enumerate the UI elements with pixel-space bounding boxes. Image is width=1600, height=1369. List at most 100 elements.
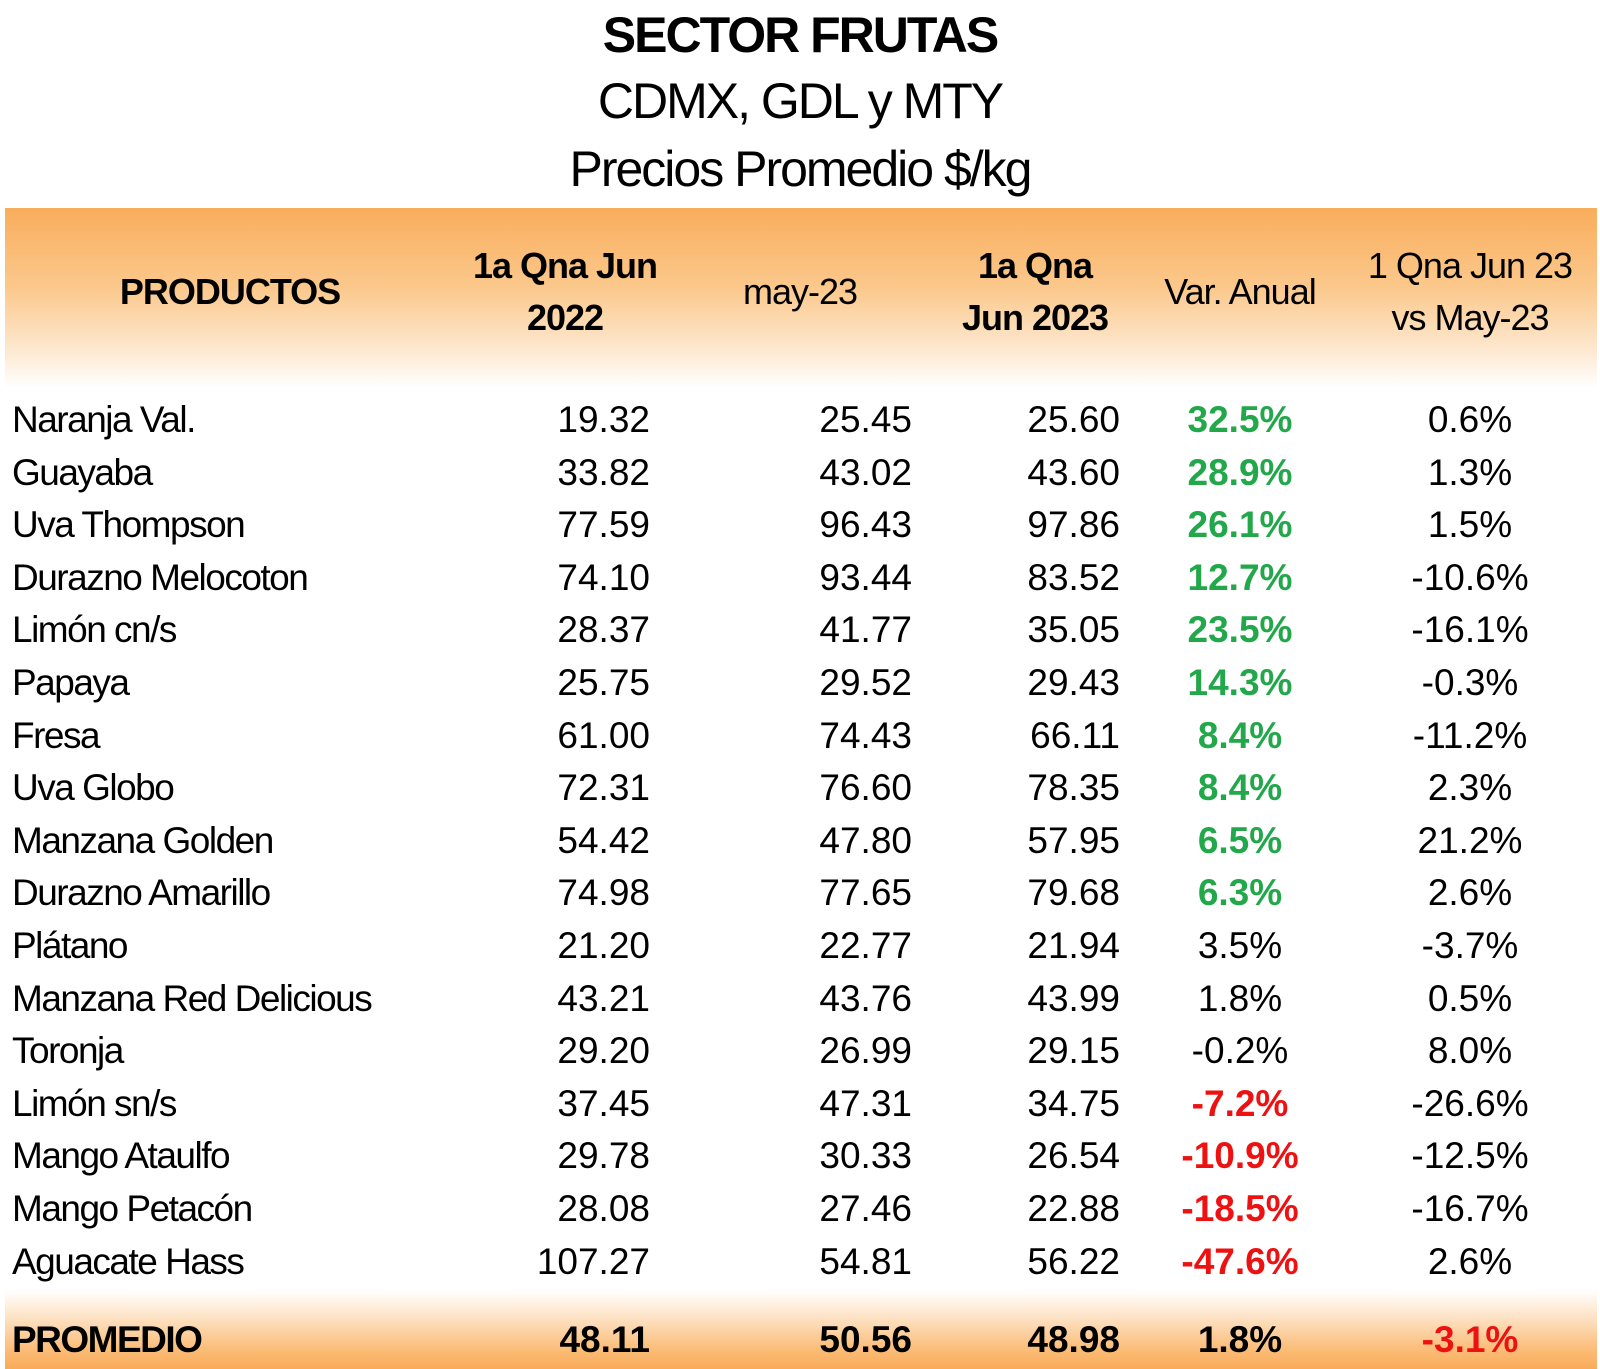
value-vs-may: 0.6% bbox=[1427, 399, 1513, 440]
value-qna-jun-2023: 66.11 bbox=[1030, 714, 1120, 756]
value-var-anual: 14.3% bbox=[1187, 662, 1293, 703]
product-name: Mango Ataulfo bbox=[12, 1135, 231, 1177]
value-qna-jun-2022: 21.20 bbox=[557, 925, 650, 966]
value-qna-jun-2023: 29.43 bbox=[1027, 662, 1120, 703]
subtitle-units: Precios Promedio $/kg bbox=[569, 141, 1032, 197]
promedio-label: PROMEDIO bbox=[12, 1319, 203, 1360]
value-qna-jun-2022: 54.42 bbox=[557, 819, 650, 861]
table-row: Manzana Red Delicious 43.21 43.76 43.99 1.8%… bbox=[0, 973, 1600, 1025]
value-qna-jun-2023: 21.94 bbox=[1027, 925, 1120, 966]
table-row: Durazno Melocoton 74.10 93.44 83.52 12.7% -10… bbox=[0, 552, 1600, 604]
header-may-23: may-23 bbox=[742, 271, 858, 312]
value-qna-jun-2023: 35.05 bbox=[1027, 609, 1120, 651]
subtitle-cities: CDMX, GDL y MTY bbox=[597, 73, 1004, 129]
table-row: Mango Petacón 28.08 27.46 22.88 -18.5% -16.7% bbox=[0, 1183, 1600, 1235]
value-var-anual: -0.2% bbox=[1191, 1030, 1289, 1072]
table-row: Fresa 61.00 74.43 66.11 8.4% -11.2% bbox=[0, 710, 1600, 762]
value-vs-may: -3.7% bbox=[1421, 925, 1519, 966]
table-row: Plátano 21.20 22.77 21.94 3.5% -3.7% bbox=[0, 920, 1600, 972]
value-vs-may: 2.3% bbox=[1427, 767, 1513, 809]
header-vs-may-line2: vs May-23 bbox=[1391, 297, 1549, 338]
value-vs-may: 21.2% bbox=[1417, 819, 1523, 861]
value-vs-may: 2.6% bbox=[1427, 1240, 1513, 1282]
product-name: Naranja Val. bbox=[12, 399, 196, 440]
value-qna-jun-2023: 57.95 bbox=[1027, 819, 1120, 861]
value-qna-jun-2022: 28.08 bbox=[557, 1188, 650, 1229]
value-may-23: 29.52 bbox=[819, 662, 912, 703]
header-vs-may: 1 Qna Jun 23 vs May-23 bbox=[1340, 240, 1600, 344]
value-qna-jun-2023: 83.52 bbox=[1027, 556, 1120, 598]
product-name: Papaya bbox=[12, 662, 130, 703]
product-name: Mango Petacón bbox=[12, 1188, 253, 1229]
table-footer bbox=[5, 1290, 1597, 1369]
product-name: Guayaba bbox=[12, 451, 153, 493]
header-qna-jun-2023-line1: 1a Qna bbox=[977, 245, 1093, 286]
value-may-23: 25.45 bbox=[819, 399, 912, 440]
value-may-23: 27.46 bbox=[819, 1188, 912, 1229]
table-row: Mango Ataulfo 29.78 30.33 26.54 -10.9% -12.5% bbox=[0, 1130, 1600, 1182]
value-may-23: 30.33 bbox=[819, 1135, 912, 1177]
value-vs-may: -12.5% bbox=[1411, 1135, 1529, 1177]
value-qna-jun-2023: 26.54 bbox=[1027, 1135, 1120, 1177]
value-may-23: 43.02 bbox=[819, 451, 912, 493]
product-name: Uva Globo bbox=[12, 767, 175, 809]
value-may-23: 54.81 bbox=[819, 1240, 912, 1282]
value-qna-jun-2022: 37.45 bbox=[557, 1082, 650, 1124]
product-name: Limón sn/s bbox=[12, 1082, 177, 1124]
header-vs-may-line1: 1 Qna Jun 23 bbox=[1367, 245, 1573, 286]
promedio-qna-jun-2022: 48.11 bbox=[559, 1319, 650, 1360]
value-may-23: 76.60 bbox=[819, 767, 912, 809]
value-qna-jun-2023: 34.75 bbox=[1027, 1082, 1120, 1124]
value-may-23: 22.77 bbox=[819, 925, 912, 966]
value-var-anual: 6.5% bbox=[1197, 819, 1283, 861]
table-row: Guayaba 33.82 43.02 43.60 28.9% 1.3% bbox=[0, 447, 1600, 499]
value-qna-jun-2022: 74.98 bbox=[557, 872, 650, 914]
promedio-may-23: 50.56 bbox=[819, 1319, 912, 1360]
value-qna-jun-2023: 25.60 bbox=[1027, 399, 1120, 440]
table-row: Aguacate Hass 107.27 54.81 56.22 -47.6% 2.6% bbox=[0, 1236, 1600, 1288]
value-may-23: 77.65 bbox=[819, 872, 912, 914]
product-name: Aguacate Hass bbox=[12, 1240, 245, 1282]
value-vs-may: 1.5% bbox=[1427, 504, 1513, 546]
header-productos: PRODUCTOS bbox=[119, 271, 341, 312]
table-row: Durazno Amarillo 74.98 77.65 79.68 6.3% 2.6% bbox=[0, 867, 1600, 919]
header-qna-jun-2023-line2: Jun 2023 bbox=[961, 297, 1109, 338]
value-var-anual: -7.2% bbox=[1191, 1082, 1289, 1124]
promedio-row: PROMEDIO 48.11 50.56 48.98 1.8% -3.1% bbox=[0, 1314, 1600, 1366]
value-may-23: 96.43 bbox=[819, 504, 912, 546]
promedio-var-anual: 1.8% bbox=[1197, 1319, 1283, 1360]
value-qna-jun-2023: 56.22 bbox=[1027, 1240, 1120, 1282]
value-qna-jun-2022: 28.37 bbox=[557, 609, 650, 651]
value-qna-jun-2023: 79.68 bbox=[1027, 872, 1120, 914]
value-qna-jun-2023: 29.15 bbox=[1027, 1030, 1120, 1072]
value-may-23: 47.80 bbox=[819, 819, 912, 861]
table-row: Naranja Val. 19.32 25.45 25.60 32.5% 0.6% bbox=[0, 394, 1600, 446]
value-may-23: 43.76 bbox=[819, 977, 912, 1019]
header-qna-jun-2023: 1a Qna Jun 2023 bbox=[910, 240, 1160, 344]
table-row: Toronja 29.20 26.99 29.15 -0.2% 8.0% bbox=[0, 1025, 1600, 1077]
value-vs-may: 2.6% bbox=[1427, 872, 1513, 914]
value-vs-may: 0.5% bbox=[1427, 977, 1513, 1019]
value-var-anual: 26.1% bbox=[1187, 504, 1293, 546]
value-may-23: 74.43 bbox=[819, 714, 912, 756]
value-qna-jun-2022: 107.27 bbox=[536, 1240, 650, 1282]
promedio-vs-may: -3.1% bbox=[1421, 1319, 1519, 1360]
value-qna-jun-2023: 43.99 bbox=[1027, 977, 1120, 1019]
header-qna-jun-2022: 1a Qna Jun 2022 bbox=[440, 240, 690, 344]
value-var-anual: 28.9% bbox=[1187, 451, 1293, 493]
table-row: Limón sn/s 37.45 47.31 34.75 -7.2% -26.6% bbox=[0, 1078, 1600, 1130]
value-var-anual: 8.4% bbox=[1197, 714, 1283, 756]
value-qna-jun-2022: 29.78 bbox=[557, 1135, 650, 1177]
value-vs-may: -16.7% bbox=[1411, 1188, 1529, 1229]
value-qna-jun-2022: 77.59 bbox=[557, 504, 650, 546]
value-qna-jun-2022: 19.32 bbox=[557, 399, 650, 440]
product-name: Plátano bbox=[12, 925, 129, 966]
value-qna-jun-2022: 29.20 bbox=[557, 1030, 650, 1072]
value-var-anual: 6.3% bbox=[1197, 872, 1283, 914]
value-qna-jun-2022: 61.00 bbox=[557, 714, 650, 756]
table-row: Limón cn/s 28.37 41.77 35.05 23.5% -16.1% bbox=[0, 604, 1600, 656]
value-may-23: 93.44 bbox=[819, 556, 912, 598]
value-var-anual: 32.5% bbox=[1187, 399, 1293, 440]
product-name: Limón cn/s bbox=[12, 609, 177, 651]
value-qna-jun-2023: 78.35 bbox=[1027, 767, 1120, 809]
